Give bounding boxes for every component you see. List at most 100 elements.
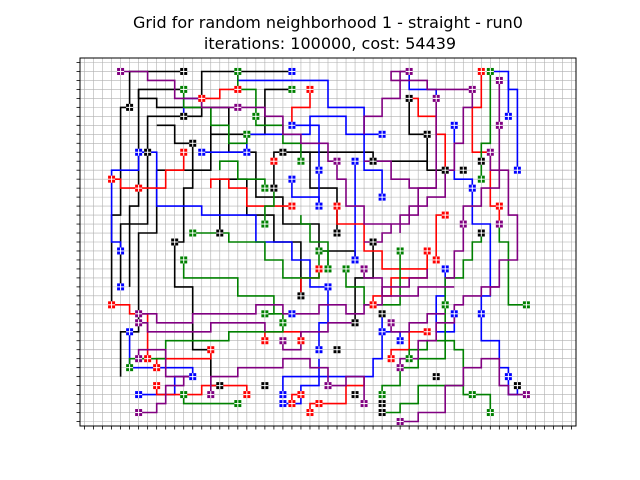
gates-layer bbox=[108, 67, 530, 426]
gate-purple bbox=[459, 220, 467, 228]
wire-purple bbox=[390, 312, 446, 333]
gate-green bbox=[288, 85, 296, 93]
wire-blue bbox=[490, 70, 519, 171]
wire-green bbox=[300, 215, 329, 269]
wire-black bbox=[174, 143, 194, 243]
gate-red bbox=[297, 337, 305, 345]
wire-purple bbox=[237, 106, 337, 162]
gate-black bbox=[297, 292, 305, 300]
wire-red bbox=[471, 71, 500, 207]
gate-red bbox=[234, 85, 242, 93]
gate-blue bbox=[504, 373, 512, 381]
gate-blue bbox=[279, 400, 287, 408]
wire-blue bbox=[291, 179, 320, 207]
gate-black bbox=[180, 112, 188, 120]
gate-blue bbox=[288, 175, 296, 183]
wire-blue bbox=[291, 124, 320, 207]
wire-purple bbox=[336, 161, 392, 225]
gate-green bbox=[486, 67, 494, 75]
gate-red bbox=[288, 400, 296, 408]
gate-blue bbox=[189, 373, 197, 381]
gate-green bbox=[405, 355, 413, 363]
gate-red bbox=[306, 85, 314, 93]
gate-green bbox=[234, 67, 242, 75]
gate-red bbox=[297, 391, 305, 399]
axis-ticks bbox=[76, 62, 572, 430]
wire-black bbox=[137, 89, 202, 109]
gate-purple bbox=[360, 265, 368, 273]
wire-green bbox=[472, 393, 492, 413]
plot-area bbox=[76, 57, 577, 430]
gate-purple bbox=[495, 220, 503, 228]
gate-green bbox=[279, 319, 287, 327]
wire-red bbox=[201, 88, 238, 100]
gate-purple bbox=[135, 409, 143, 417]
gate-blue bbox=[378, 328, 386, 336]
wire-blue bbox=[128, 331, 194, 377]
gate-blue bbox=[135, 391, 143, 399]
gate-blue bbox=[351, 157, 359, 165]
gate-black bbox=[333, 229, 341, 237]
wire-blue bbox=[237, 71, 383, 198]
gate-blue bbox=[504, 112, 512, 120]
gate-blue bbox=[450, 310, 458, 318]
gate-green bbox=[261, 310, 269, 318]
gate-black bbox=[477, 229, 485, 237]
gate-black bbox=[261, 382, 269, 390]
gate-green bbox=[189, 229, 197, 237]
gate-black bbox=[126, 103, 134, 111]
gate-blue bbox=[288, 310, 296, 318]
wire-green bbox=[182, 89, 248, 145]
gate-blue bbox=[378, 193, 386, 201]
gate-black bbox=[279, 148, 287, 156]
gate-red bbox=[441, 211, 449, 219]
gate-red bbox=[180, 148, 188, 156]
gate-red bbox=[315, 400, 323, 408]
gate-purple bbox=[234, 103, 242, 111]
gate-black bbox=[333, 346, 341, 354]
wire-purple bbox=[120, 70, 238, 109]
gate-black bbox=[270, 184, 278, 192]
gate-purple bbox=[135, 319, 143, 327]
gate-green bbox=[342, 265, 350, 273]
gate-purple bbox=[135, 355, 143, 363]
gate-black bbox=[513, 382, 521, 390]
wire-green bbox=[237, 71, 257, 117]
gate-blue bbox=[279, 391, 287, 399]
gate-green bbox=[396, 247, 404, 255]
wire-purple bbox=[489, 152, 519, 251]
gate-green bbox=[486, 409, 494, 417]
gate-purple bbox=[405, 67, 413, 75]
gate-purple bbox=[396, 418, 404, 426]
gate-purple bbox=[207, 391, 215, 399]
gate-green bbox=[522, 301, 530, 309]
gate-purple bbox=[495, 121, 503, 129]
gate-black bbox=[144, 148, 152, 156]
gate-black bbox=[405, 94, 413, 102]
gate-red bbox=[495, 202, 503, 210]
gate-red bbox=[207, 346, 215, 354]
wire-green bbox=[381, 304, 447, 395]
gate-blue bbox=[450, 121, 458, 129]
wire-green bbox=[264, 188, 275, 224]
gate-purple bbox=[495, 76, 503, 84]
wire-red bbox=[291, 89, 311, 126]
gate-red bbox=[369, 301, 377, 309]
gate-purple bbox=[468, 85, 476, 93]
wire-purple bbox=[282, 321, 356, 351]
wire-red bbox=[336, 206, 429, 270]
gate-blue bbox=[117, 247, 125, 255]
gate-blue bbox=[378, 130, 386, 138]
wire-purple bbox=[390, 70, 473, 91]
gate-green bbox=[243, 130, 251, 138]
gate-black bbox=[378, 310, 386, 318]
wire-blue bbox=[282, 331, 383, 395]
gate-purple bbox=[522, 391, 530, 399]
gate-blue bbox=[288, 121, 296, 129]
chart-title: Grid for random neighborhood 1 - straigh… bbox=[133, 13, 523, 32]
gate-blue bbox=[315, 166, 323, 174]
gate-red bbox=[315, 265, 323, 273]
wire-blue bbox=[471, 188, 492, 314]
gate-purple bbox=[486, 148, 494, 156]
gate-red bbox=[423, 247, 431, 255]
